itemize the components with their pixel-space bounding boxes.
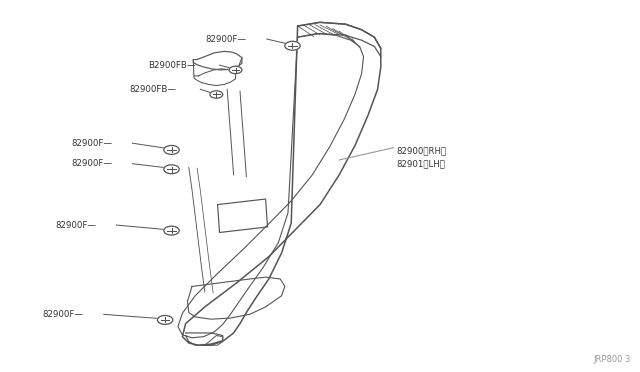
Text: B2900FB—: B2900FB— [148,61,195,70]
Text: 82900F—: 82900F— [55,221,96,230]
Text: 82901（LH）: 82901（LH） [397,159,445,168]
Circle shape [285,41,300,50]
Text: JRP800 3: JRP800 3 [593,355,630,364]
Text: 82900F—: 82900F— [71,139,112,148]
Text: 82900（RH）: 82900（RH） [397,146,447,155]
Text: 82900F—: 82900F— [205,35,246,44]
Text: 82900F—: 82900F— [71,159,112,168]
Circle shape [229,66,242,74]
Text: 82900F—: 82900F— [42,310,83,319]
Circle shape [164,145,179,154]
Text: 82900FB—: 82900FB— [129,85,176,94]
Circle shape [164,165,179,174]
Circle shape [157,315,173,324]
Circle shape [164,226,179,235]
Circle shape [210,91,223,98]
